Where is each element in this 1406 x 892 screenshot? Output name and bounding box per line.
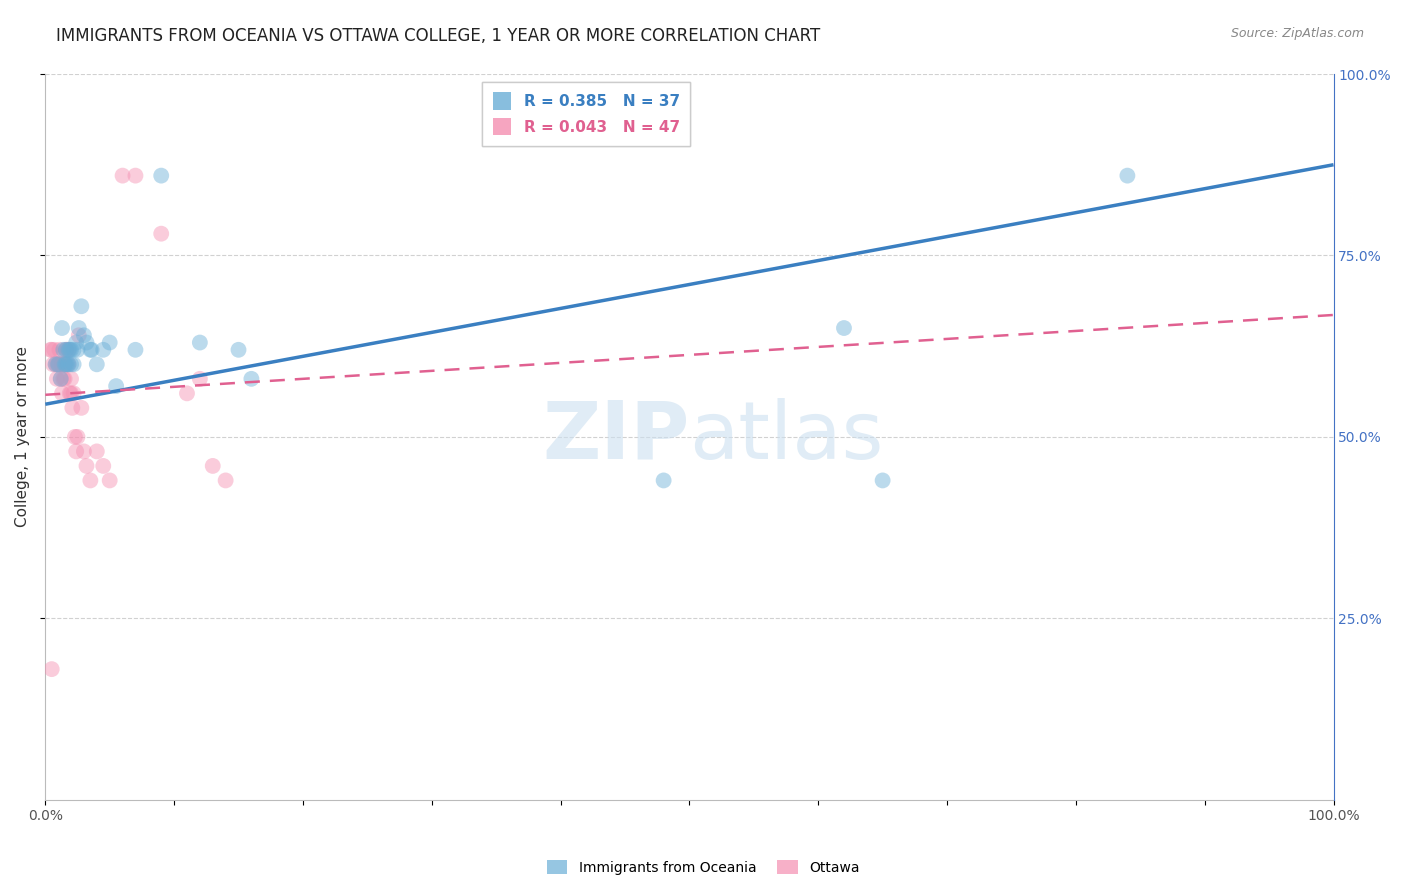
Point — [49, 357, 72, 371]
Point — [53, 357, 76, 371]
Point — [79, 474, 101, 488]
Point — [55, 357, 77, 371]
Point — [872, 474, 894, 488]
Point — [67, 328, 90, 343]
Point — [41, 343, 63, 357]
Point — [124, 343, 146, 357]
Point — [652, 474, 675, 488]
Point — [60, 386, 83, 401]
Point — [49, 372, 72, 386]
Point — [70, 299, 93, 313]
Point — [1116, 169, 1139, 183]
Point — [73, 328, 96, 343]
Text: ZIP: ZIP — [543, 398, 689, 476]
Point — [70, 401, 93, 415]
Point — [51, 386, 73, 401]
Point — [53, 372, 76, 386]
Point — [60, 343, 83, 357]
Point — [51, 321, 73, 335]
Y-axis label: College, 1 year or more: College, 1 year or more — [15, 346, 30, 527]
Point — [46, 357, 69, 371]
Point — [53, 357, 76, 371]
Point — [214, 474, 236, 488]
Point — [59, 386, 82, 401]
Text: Source: ZipAtlas.com: Source: ZipAtlas.com — [1230, 27, 1364, 40]
Point — [56, 357, 79, 371]
Point — [76, 458, 98, 473]
Point — [63, 430, 86, 444]
Point — [150, 169, 173, 183]
Point — [79, 343, 101, 357]
Point — [228, 343, 250, 357]
Point — [124, 169, 146, 183]
Point — [80, 343, 103, 357]
Text: IMMIGRANTS FROM OCEANIA VS OTTAWA COLLEGE, 1 YEAR OR MORE CORRELATION CHART: IMMIGRANTS FROM OCEANIA VS OTTAWA COLLEG… — [56, 27, 821, 45]
Point — [45, 357, 67, 371]
Point — [62, 343, 84, 357]
Point — [52, 372, 75, 386]
Point — [98, 474, 121, 488]
Point — [66, 430, 89, 444]
Point — [58, 357, 80, 371]
Point — [55, 357, 77, 371]
Point — [86, 444, 108, 458]
Point — [52, 343, 75, 357]
Point — [45, 357, 67, 371]
Point — [62, 357, 84, 371]
Point — [201, 458, 224, 473]
Point — [39, 343, 62, 357]
Point — [67, 321, 90, 335]
Point — [60, 372, 83, 386]
Legend: Immigrants from Oceania, Ottawa: Immigrants from Oceania, Ottawa — [541, 855, 865, 880]
Point — [52, 357, 75, 371]
Point — [49, 372, 72, 386]
Point — [60, 357, 83, 371]
Point — [55, 343, 77, 357]
Point — [55, 343, 77, 357]
Point — [56, 343, 79, 357]
Point — [44, 343, 66, 357]
Point — [111, 169, 134, 183]
Point — [45, 372, 67, 386]
Point — [188, 335, 211, 350]
Point — [86, 357, 108, 371]
Point — [58, 357, 80, 371]
Legend: R = 0.385   N = 37, R = 0.043   N = 47: R = 0.385 N = 37, R = 0.043 N = 47 — [482, 82, 690, 146]
Text: atlas: atlas — [689, 398, 884, 476]
Point — [51, 357, 73, 371]
Point — [59, 343, 82, 357]
Point — [98, 335, 121, 350]
Point — [150, 227, 173, 241]
Point — [46, 357, 69, 371]
Point — [832, 321, 855, 335]
Point — [45, 357, 67, 371]
Point — [65, 335, 87, 350]
Point — [42, 357, 65, 371]
Point — [73, 444, 96, 458]
Point — [91, 343, 114, 357]
Point — [60, 401, 83, 415]
Point — [41, 662, 63, 676]
Point — [76, 335, 98, 350]
Point — [62, 386, 84, 401]
Point — [48, 343, 70, 357]
Point — [65, 444, 87, 458]
Point — [66, 343, 89, 357]
Point — [105, 379, 128, 393]
Point — [188, 372, 211, 386]
Point — [58, 343, 80, 357]
Point — [240, 372, 263, 386]
Point — [48, 357, 70, 371]
Point — [176, 386, 198, 401]
Point — [91, 458, 114, 473]
Point — [58, 343, 80, 357]
